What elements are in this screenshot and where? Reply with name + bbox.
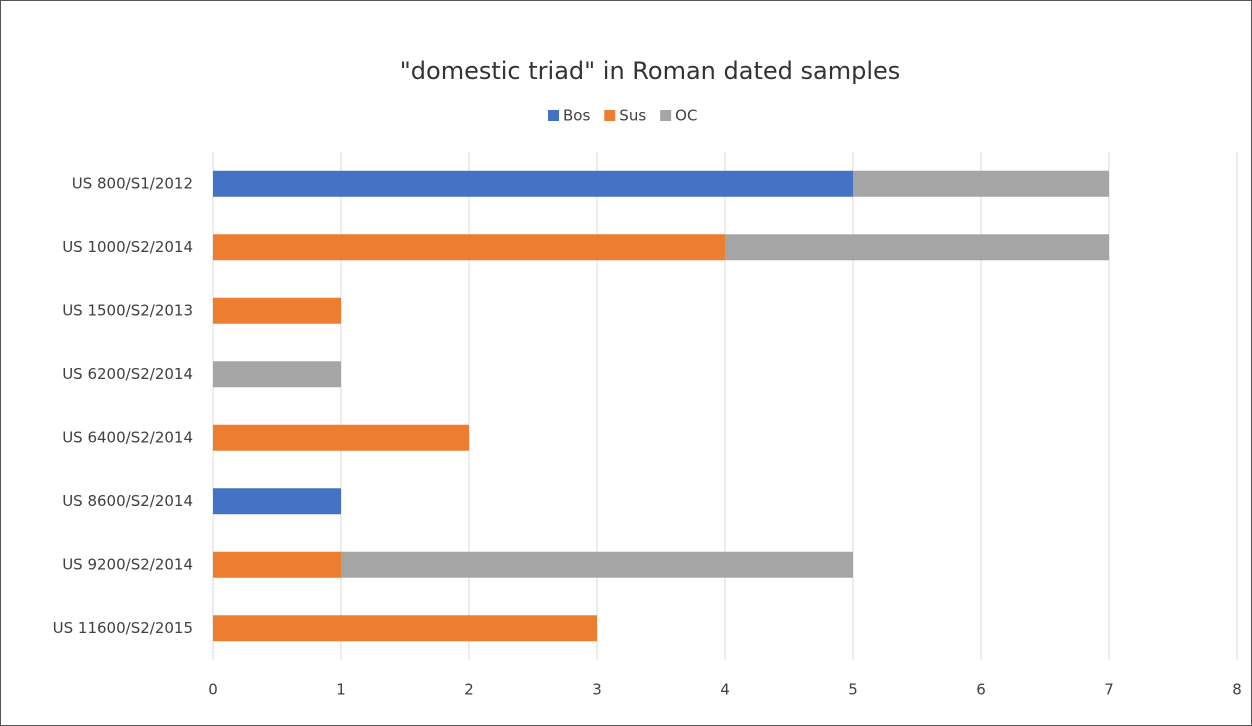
bar	[853, 170, 1109, 197]
bar	[213, 234, 725, 261]
x-tick-label: 0	[208, 681, 218, 699]
y-tick-label: US 11600/S2/2015	[53, 619, 193, 637]
bar	[725, 234, 1109, 261]
x-tick-label: 4	[720, 681, 730, 699]
bar	[213, 615, 597, 642]
y-tick-label: US 800/S1/2012	[72, 174, 193, 192]
legend-label: OC	[675, 107, 697, 125]
legend-swatch	[660, 110, 672, 121]
y-tick-label: US 8600/S2/2014	[62, 492, 193, 510]
legend-swatch	[548, 110, 559, 121]
bar	[341, 551, 853, 578]
y-tick-label: US 9200/S2/2014	[62, 555, 193, 573]
x-tick-label: 2	[464, 681, 474, 699]
bar	[213, 551, 341, 578]
y-tick-label: US 6400/S2/2014	[62, 428, 193, 446]
legend-label: Bos	[563, 107, 590, 125]
bar	[213, 424, 469, 451]
x-tick-label: 6	[976, 681, 986, 699]
bar	[213, 170, 853, 197]
y-tick-label: US 1000/S2/2014	[62, 238, 193, 256]
y-tick-label: US 6200/S2/2014	[62, 365, 193, 383]
x-tick-label: 3	[592, 681, 602, 699]
legend-label: Sus	[619, 107, 646, 125]
bar	[213, 297, 341, 324]
legend-swatch	[604, 110, 616, 121]
x-tick-label: 8	[1232, 681, 1242, 699]
x-tick-label: 1	[336, 681, 346, 699]
bar	[213, 488, 341, 515]
y-tick-label: US 1500/S2/2013	[62, 301, 193, 319]
bar	[213, 361, 341, 388]
legend: Bos Sus OC	[548, 107, 697, 125]
x-tick-label: 5	[848, 681, 858, 699]
chart-title: "domestic triad" in Roman dated samples	[400, 57, 901, 85]
x-tick-label: 7	[1104, 681, 1114, 699]
